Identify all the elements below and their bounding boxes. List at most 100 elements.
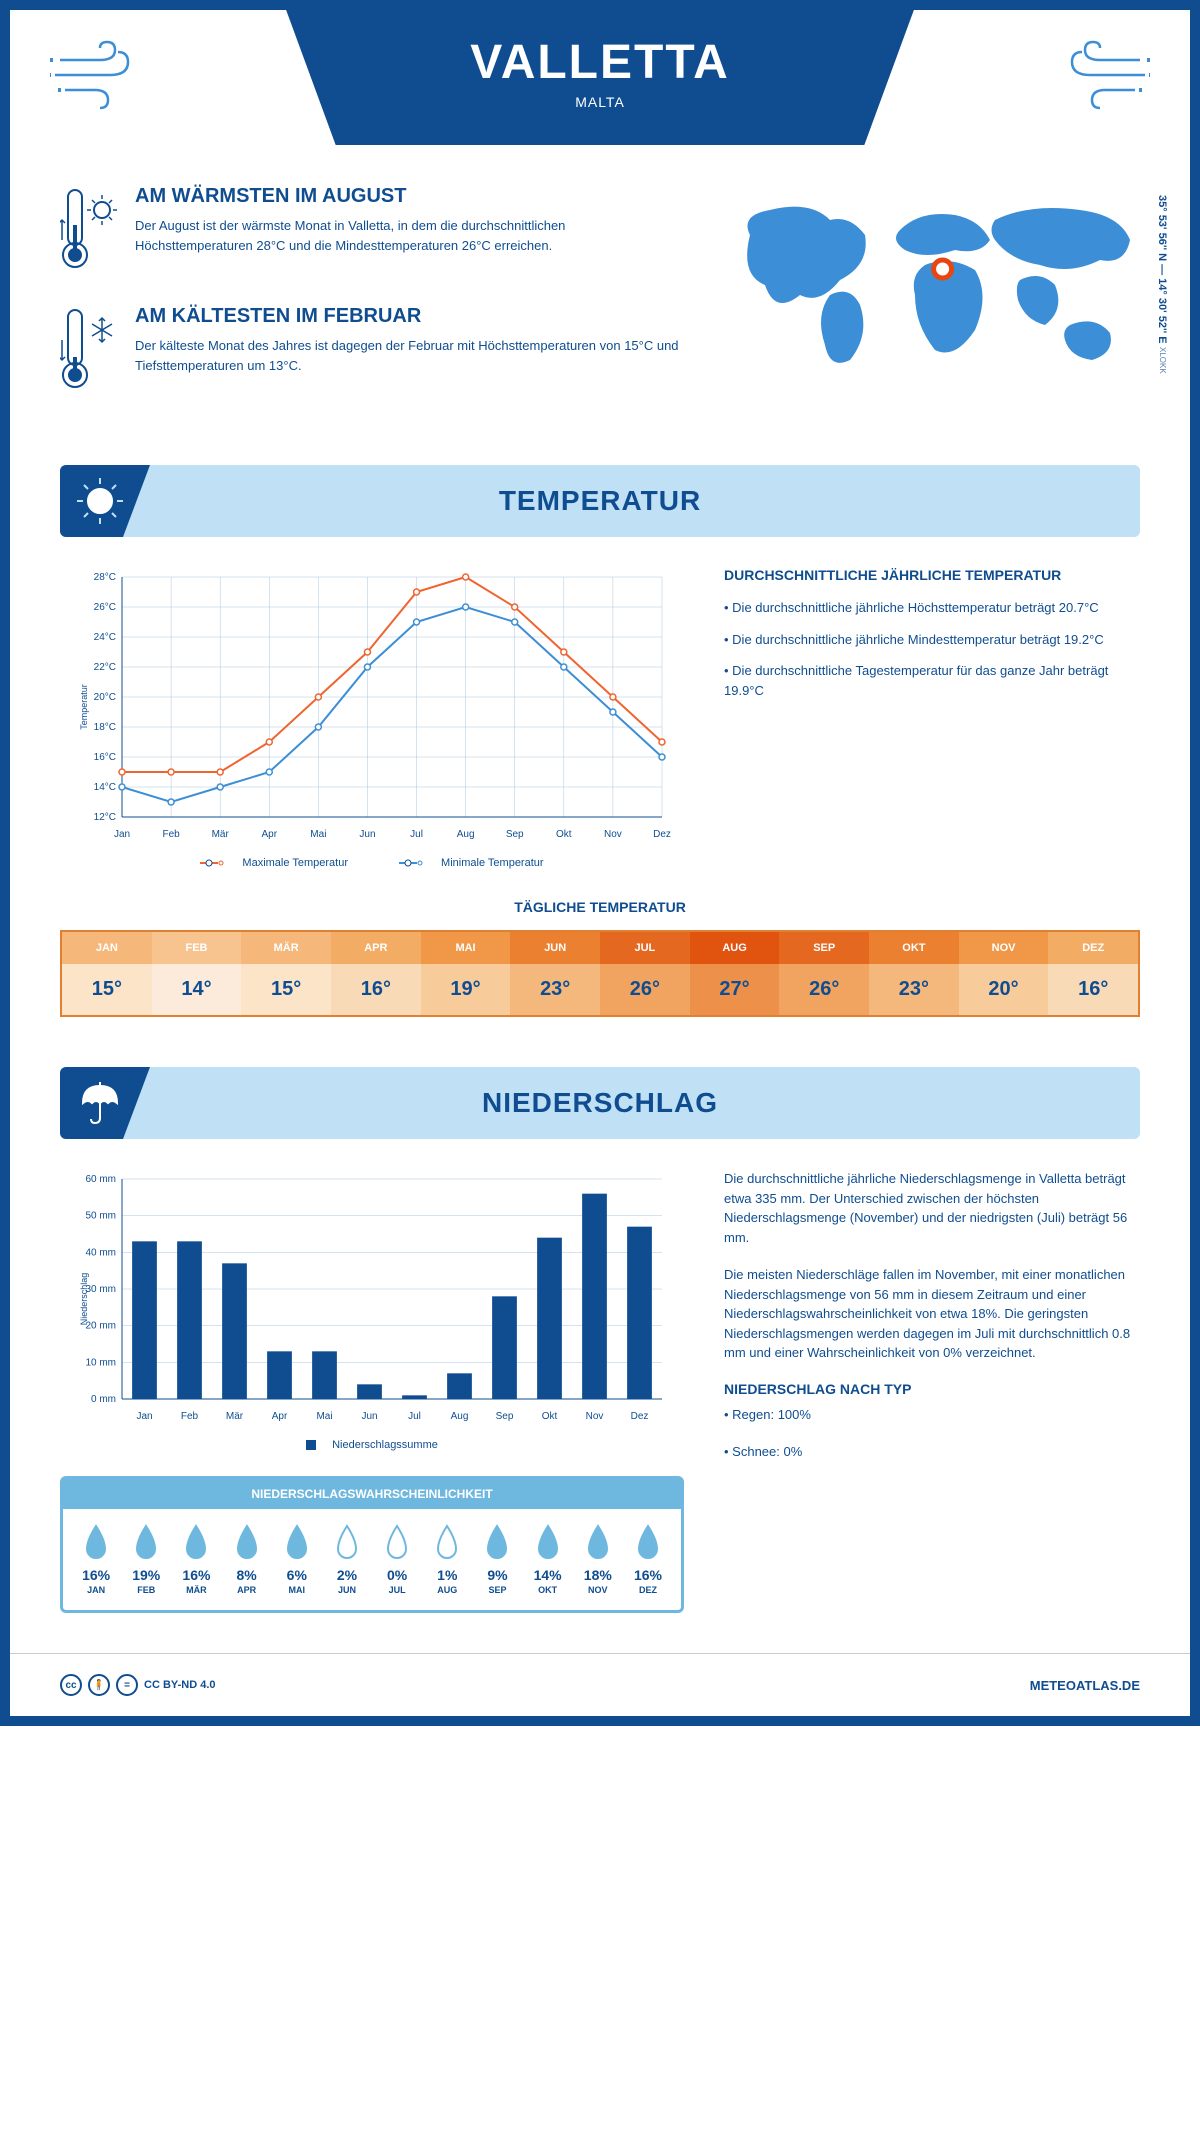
intro-section: AM WÄRMSTEN IM AUGUST Der August ist der… (60, 185, 1140, 425)
prob-cell: 16%DEZ (623, 1524, 673, 1595)
svg-text:Jun: Jun (359, 829, 375, 840)
temp-table-cell: OKT23° (869, 932, 959, 1015)
svg-text:Temperatur: Temperatur (79, 684, 89, 730)
temp-table-cell: JAN15° (62, 932, 152, 1015)
svg-text:24°C: 24°C (94, 632, 116, 643)
thermometer-sun-icon (60, 185, 120, 275)
svg-text:20°C: 20°C (94, 692, 116, 703)
license: cc 🧍 = CC BY-ND 4.0 (60, 1674, 216, 1696)
svg-text:40 mm: 40 mm (85, 1247, 116, 1258)
svg-text:26°C: 26°C (94, 602, 116, 613)
raindrop-icon (282, 1524, 312, 1562)
svg-text:14°C: 14°C (94, 782, 116, 793)
precip-heading: NIEDERSCHLAG (90, 1087, 1110, 1119)
svg-text:Okt: Okt (542, 1411, 558, 1422)
daily-temp-title: TÄGLICHE TEMPERATUR (60, 899, 1140, 915)
svg-text:Mär: Mär (212, 829, 230, 840)
svg-text:18°C: 18°C (94, 722, 116, 733)
svg-text:12°C: 12°C (94, 812, 116, 823)
temp-table-cell: DEZ16° (1048, 932, 1138, 1015)
svg-text:Feb: Feb (162, 829, 180, 840)
svg-text:Nov: Nov (586, 1411, 604, 1422)
precip-p2: Die meisten Niederschläge fallen im Nove… (724, 1265, 1140, 1363)
precip-type-item: • Schnee: 0% (724, 1442, 1140, 1462)
temp-table-cell: APR16° (331, 932, 421, 1015)
precip-bar-chart: 0 mm10 mm20 mm30 mm40 mm50 mm60 mmNieder… (60, 1169, 684, 1451)
raindrop-icon (432, 1524, 462, 1562)
world-map: 35° 53' 56'' N — 14° 30' 52'' E XLOKK (720, 185, 1140, 425)
warm-block: AM WÄRMSTEN IM AUGUST Der August ist der… (60, 185, 680, 275)
prob-cell: 19%FEB (121, 1524, 171, 1595)
daily-temp-table: TÄGLICHE TEMPERATUR JAN15°FEB14°MÄR15°AP… (60, 899, 1140, 1017)
svg-text:Sep: Sep (496, 1411, 514, 1422)
temp-info: DURCHSCHNITTLICHE JÄHRLICHE TEMPERATUR •… (724, 567, 1140, 869)
prob-cell: 16%MÄR (171, 1524, 221, 1595)
svg-text:Mai: Mai (316, 1411, 332, 1422)
svg-text:Dez: Dez (631, 1411, 649, 1422)
precip-p1: Die durchschnittliche jährliche Niedersc… (724, 1169, 1140, 1247)
precip-probability-box: NIEDERSCHLAGSWAHRSCHEINLICHKEIT 16%JAN 1… (60, 1476, 684, 1613)
cold-title: AM KÄLTESTEN IM FEBRUAR (135, 305, 680, 328)
temp-info-item: • Die durchschnittliche Tagestemperatur … (724, 661, 1140, 700)
prob-cell: 8%APR (222, 1524, 272, 1595)
svg-text:Mär: Mär (226, 1411, 244, 1422)
svg-text:Jul: Jul (410, 829, 423, 840)
nd-icon: = (116, 1674, 138, 1696)
temp-heading: TEMPERATUR (90, 485, 1110, 517)
warm-title: AM WÄRMSTEN IM AUGUST (135, 185, 680, 208)
by-icon: 🧍 (88, 1674, 110, 1696)
temp-table-cell: FEB14° (152, 932, 242, 1015)
svg-text:30 mm: 30 mm (85, 1284, 116, 1295)
wind-icon (1050, 40, 1150, 110)
cold-text: Der kälteste Monat des Jahres ist dagege… (135, 336, 680, 375)
temp-table-cell: MAI19° (421, 932, 511, 1015)
svg-text:Apr: Apr (261, 829, 277, 840)
temp-table-cell: JUN23° (510, 932, 600, 1015)
wind-icon (50, 40, 150, 110)
svg-text:Feb: Feb (181, 1411, 199, 1422)
thermometer-snow-icon (60, 305, 120, 395)
prob-title: NIEDERSCHLAGSWAHRSCHEINLICHKEIT (63, 1479, 681, 1509)
site-name: METEOATLAS.DE (1030, 1678, 1140, 1693)
svg-text:22°C: 22°C (94, 662, 116, 673)
warm-text: Der August ist der wärmste Monat in Vall… (135, 216, 680, 255)
svg-text:Dez: Dez (653, 829, 671, 840)
precip-type-title: NIEDERSCHLAG NACH TYP (724, 1381, 1140, 1397)
svg-text:Aug: Aug (457, 829, 475, 840)
umbrella-icon (75, 1078, 125, 1128)
prob-cell: 0%JUL (372, 1524, 422, 1595)
prob-cell: 2%JUN (322, 1524, 372, 1595)
svg-text:Jul: Jul (408, 1411, 421, 1422)
temp-info-item: • Die durchschnittliche jährliche Höchst… (724, 598, 1140, 618)
temp-table-cell: NOV20° (959, 932, 1049, 1015)
raindrop-icon (533, 1524, 563, 1562)
temp-section-header: TEMPERATUR (60, 465, 1140, 537)
prob-cell: 1%AUG (422, 1524, 472, 1595)
header: VALLETTA MALTA (187, 10, 1013, 145)
city-title: VALLETTA (227, 35, 973, 90)
temp-info-title: DURCHSCHNITTLICHE JÄHRLICHE TEMPERATUR (724, 567, 1140, 583)
temp-table-cell: JUL26° (600, 932, 690, 1015)
cold-block: AM KÄLTESTEN IM FEBRUAR Der kälteste Mon… (60, 305, 680, 395)
svg-text:Jan: Jan (136, 1411, 152, 1422)
svg-text:28°C: 28°C (94, 572, 116, 583)
svg-text:Sep: Sep (506, 829, 524, 840)
raindrop-icon (81, 1524, 111, 1562)
raindrop-icon (583, 1524, 613, 1562)
prob-cell: 16%JAN (71, 1524, 121, 1595)
footer: cc 🧍 = CC BY-ND 4.0 METEOATLAS.DE (10, 1653, 1190, 1716)
svg-text:60 mm: 60 mm (85, 1174, 116, 1185)
prob-cell: 18%NOV (573, 1524, 623, 1595)
precip-type-item: • Regen: 100% (724, 1405, 1140, 1425)
raindrop-icon (232, 1524, 262, 1562)
page: VALLETTA MALTA AM WÄRMSTEN IM AUGUST Der… (0, 0, 1200, 1726)
svg-text:Niederschlag: Niederschlag (79, 1273, 89, 1326)
temp-table-cell: MÄR15° (241, 932, 331, 1015)
svg-text:Apr: Apr (272, 1411, 288, 1422)
raindrop-icon (332, 1524, 362, 1562)
raindrop-icon (181, 1524, 211, 1562)
sun-icon (75, 476, 125, 526)
svg-text:Nov: Nov (604, 829, 622, 840)
temp-info-item: • Die durchschnittliche jährliche Mindes… (724, 630, 1140, 650)
svg-text:Okt: Okt (556, 829, 572, 840)
